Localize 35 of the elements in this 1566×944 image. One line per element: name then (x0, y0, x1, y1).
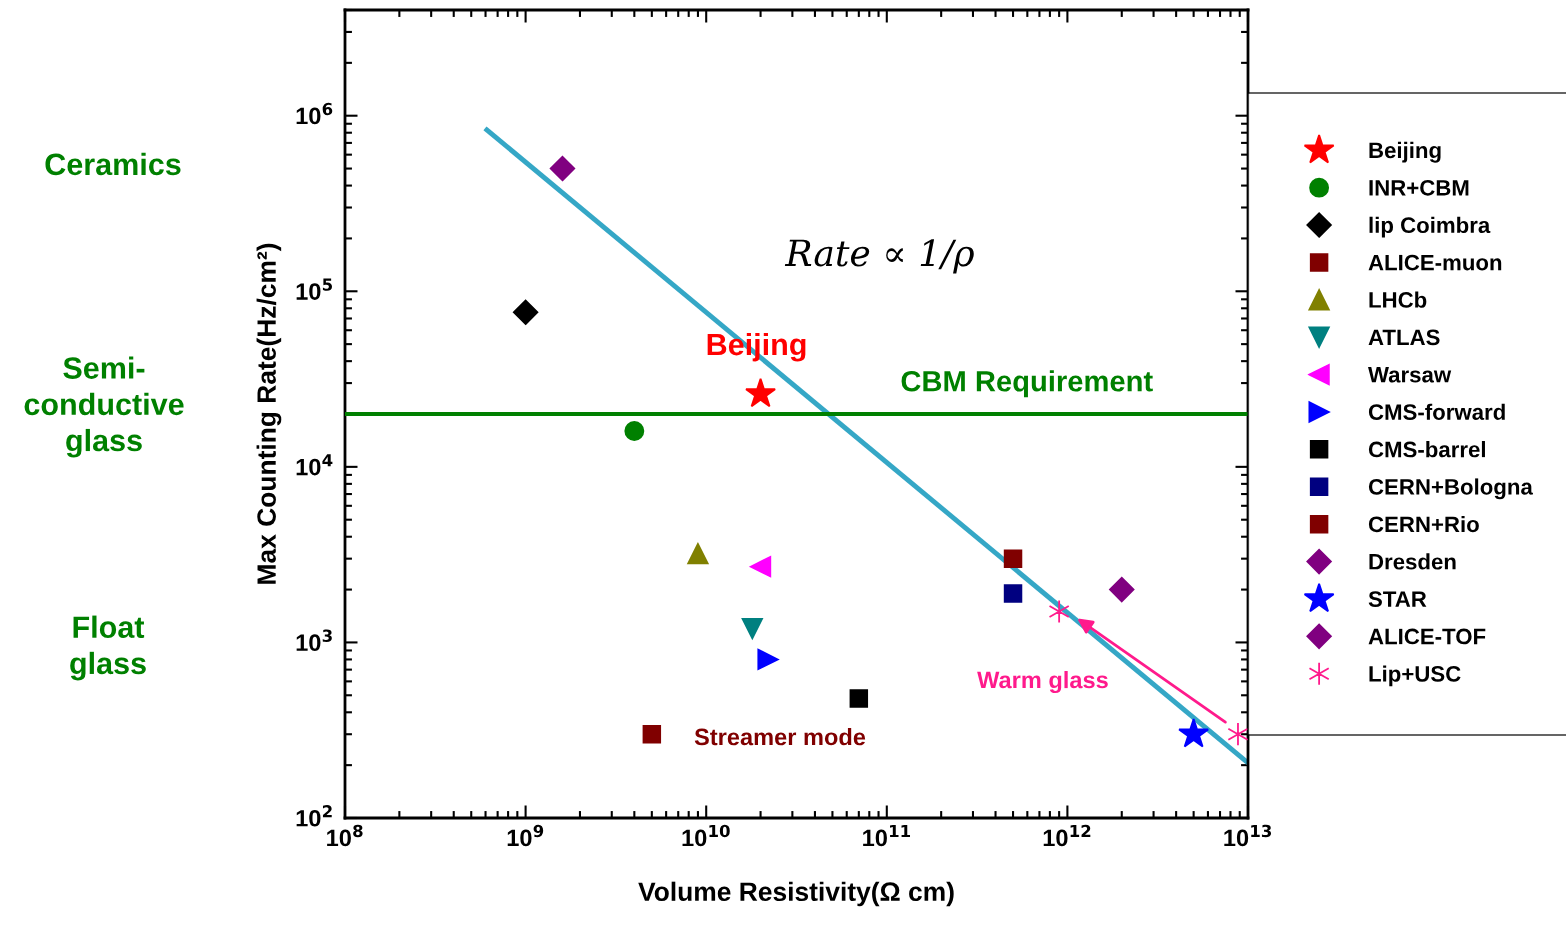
legend-label: CERN+Rio (1368, 515, 1479, 533)
legend-label: CMS-barrel (1368, 441, 1485, 458)
y-tick-label: 10$^{4}$ (296, 454, 333, 476)
legend-label: CERN+Bologna (1368, 478, 1533, 500)
legend-label: ALICE-TOF (1368, 628, 1486, 645)
x-tick-label: 10$^{10}$ (682, 824, 730, 847)
text: Ceramics (45, 152, 181, 176)
text: Semi- conductive glass (24, 356, 184, 458)
x-tick-label: 10$^{13}$ (1224, 824, 1272, 847)
text: Float glass (70, 615, 146, 681)
legend-label: Beijing (1369, 141, 1441, 163)
y-axis-title: Max Counting Rate(Hz/cm²) (256, 243, 282, 584)
legend-label: INR+CBM (1369, 179, 1469, 196)
x-tick-label: 10$^{12}$ (1043, 824, 1091, 847)
y-tick-label: 10$^{2}$ (296, 805, 332, 827)
y-tick-label: 10$^{5}$ (296, 278, 332, 300)
annotation: Rate ∝ 1/ρ (784, 239, 974, 274)
x-tick-label: 10$^{11}$ (863, 824, 911, 847)
x-tick-label: 10$^{8}$ (327, 824, 363, 847)
y-tick-label: 10$^{3}$ (296, 629, 332, 652)
legend-label: CMS-forward (1368, 403, 1505, 420)
legend-label: ATLAS (1368, 329, 1440, 346)
annotation: Streamer mode (694, 727, 866, 746)
annotation: Warm glass (977, 670, 1108, 694)
legend-label: STAR (1368, 591, 1427, 607)
legend-label: LHCb (1369, 291, 1427, 308)
ref-line-label: CBM Requirement (901, 370, 1153, 398)
legend-label: Lip+USC (1369, 665, 1461, 687)
x-axis-title: Volume Resistivity(Ω cm) (638, 881, 954, 907)
legend-label: ALICE-muon (1368, 254, 1502, 271)
legend-label: lip Coimbra (1369, 216, 1491, 238)
x-tick-label: 10$^{9}$ (507, 824, 544, 847)
legend-label: Warsaw (1368, 367, 1452, 383)
legend-label: Dresden (1369, 553, 1456, 570)
y-tick-label: 10$^{6}$ (296, 102, 333, 125)
